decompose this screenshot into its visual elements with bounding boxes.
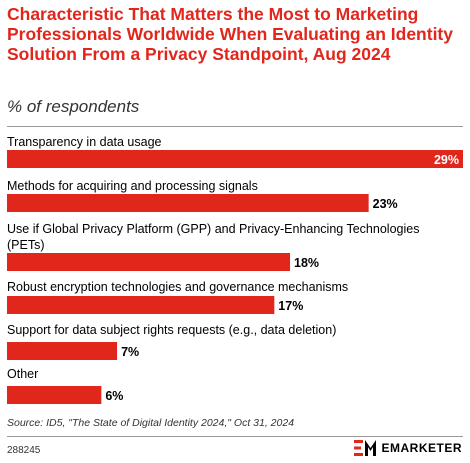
emarketer-logo: EMARKETER [354, 440, 462, 456]
emarketer-logo-icon [354, 440, 377, 456]
category-label: Use if Global Privacy Platform (GPP) and… [7, 222, 419, 236]
category-label: Robust encryption technologies and gover… [7, 280, 348, 294]
brand-name: EMARKETER [381, 441, 462, 455]
bar [7, 253, 291, 271]
bar [7, 150, 463, 168]
chart-id: 288245 [7, 445, 41, 456]
category-label: Methods for acquiring and processing sig… [7, 179, 258, 193]
category-label: Other [7, 367, 38, 381]
category-label: Transparency in data usage [7, 135, 162, 149]
bar [7, 296, 275, 314]
value-label: 17% [278, 299, 303, 313]
value-label: 18% [294, 256, 319, 270]
category-label: (PETs) [7, 238, 45, 252]
value-label: 7% [121, 345, 139, 359]
top-rule [7, 126, 463, 127]
bar [7, 342, 118, 360]
footer-rule [7, 436, 463, 437]
category-label: Support for data subject rights requests… [7, 323, 336, 337]
value-label: 29% [434, 153, 459, 167]
chart-title: Characteristic That Matters the Most to … [7, 4, 453, 64]
value-label: 6% [105, 389, 123, 403]
bar [7, 194, 369, 212]
bar [7, 386, 102, 404]
chart-subtitle: % of respondents [7, 97, 140, 116]
value-label: 23% [373, 197, 398, 211]
source-note: Source: ID5, "The State of Digital Ident… [7, 417, 295, 429]
